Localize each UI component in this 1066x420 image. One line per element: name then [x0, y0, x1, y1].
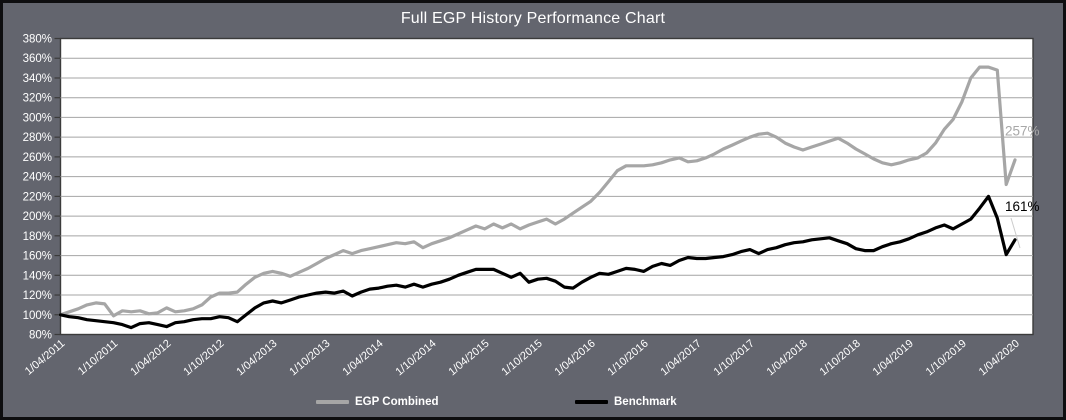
- x-axis-label: 1/10/2019: [924, 338, 969, 379]
- y-axis-label: 220%: [23, 191, 52, 203]
- x-axis-label: 1/04/2014: [340, 338, 385, 379]
- plot-area: [59, 37, 1034, 336]
- x-axis-label: 1/10/2013: [287, 338, 332, 379]
- legend-item-egp-combined: EGP Combined: [316, 396, 439, 408]
- annotation-leader-line: [1010, 217, 1021, 249]
- x-axis-label: 1/04/2012: [128, 338, 173, 379]
- y-axis-label: 80%: [29, 330, 52, 342]
- benchmark-line: [58, 194, 1017, 330]
- chart-title: Full EGP History Performance Chart: [400, 10, 666, 27]
- x-axis-label: 1/10/2016: [606, 338, 651, 379]
- x-axis-label: 1/10/2017: [712, 338, 757, 379]
- x-axis-label: 1/04/2019: [871, 338, 916, 379]
- x-axis-label: 1/04/2013: [234, 338, 279, 379]
- x-axis-label: 1/04/2018: [765, 338, 810, 379]
- y-axis-label: 360%: [23, 53, 52, 65]
- x-axis-label: 1/10/2014: [393, 338, 438, 379]
- x-axis-label: 1/04/2020: [977, 338, 1022, 379]
- y-axis-label: 320%: [23, 93, 52, 105]
- x-axis-label: 1/04/2016: [553, 338, 598, 379]
- legend-label-benchmark: Benchmark: [614, 396, 677, 408]
- legend-item-benchmark: Benchmark: [575, 396, 677, 408]
- y-axis-label: 100%: [23, 310, 52, 322]
- y-axis-label: 120%: [23, 290, 52, 302]
- data-label: 161%: [1005, 199, 1040, 214]
- x-axis-label: 1/10/2015: [500, 338, 545, 379]
- y-axis-label: 240%: [23, 172, 52, 184]
- y-axis-label: 140%: [23, 270, 52, 282]
- legend-label-egp-combined: EGP Combined: [355, 396, 439, 408]
- x-axis-label: 1/04/2017: [659, 338, 704, 379]
- egp-combined-line-swatch: [316, 400, 349, 404]
- benchmark-line-swatch: [575, 400, 608, 404]
- y-axis-label: 200%: [23, 211, 52, 223]
- chart-legend: EGP Combined Benchmark: [3, 3, 1063, 417]
- data-label: 257%: [1005, 123, 1040, 138]
- y-axis-label: 260%: [23, 152, 52, 164]
- y-axis-label: 340%: [23, 73, 52, 85]
- egp-combined-line: [58, 65, 1017, 318]
- y-axis-label: 280%: [23, 132, 52, 144]
- x-axis-label: 1/10/2012: [181, 338, 226, 379]
- y-axis-label: 160%: [23, 251, 52, 263]
- x-axis-label: 1/10/2018: [818, 338, 863, 379]
- y-axis-label: 380%: [23, 34, 52, 46]
- y-axis-label: 300%: [23, 112, 52, 124]
- x-axis-label: 1/04/2011: [23, 338, 68, 378]
- performance-chart: 80% 100% 120% 140% 160% 180% 200% 220% 240% 260% 2…: [23, 34, 1040, 379]
- x-axis-label: 1/04/2015: [446, 338, 491, 379]
- x-axis-label: 1/10/2011: [76, 338, 121, 378]
- y-axis-label: 180%: [23, 231, 52, 243]
